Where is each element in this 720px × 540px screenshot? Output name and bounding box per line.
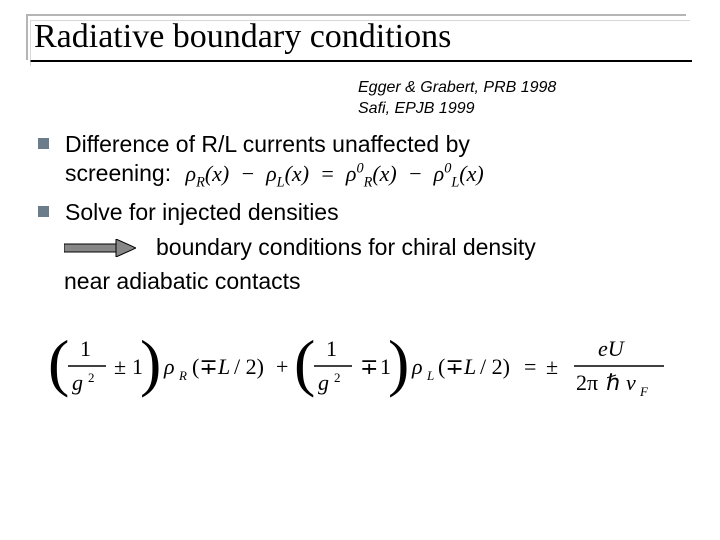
svg-text:ρ: ρ [163,354,175,379]
text-line: Difference of R/L currents unaffected by [65,131,470,157]
arrow-text: boundary conditions for chiral density [156,233,692,262]
svg-text:2π: 2π [576,370,598,395]
list-item: Solve for injected densities [38,198,692,227]
svg-text:F: F [639,384,649,399]
svg-text:v: v [626,370,636,395]
svg-text:(: ( [48,327,69,398]
arrow-row: boundary conditions for chiral density [64,233,692,262]
svg-text:/ 2): / 2) [480,354,510,379]
reference-line: Egger & Grabert, PRB 1998 [358,78,692,99]
svg-text:R: R [178,368,187,383]
list-item: Difference of R/L currents unaffected by… [38,130,692,192]
svg-text:2: 2 [334,370,341,385]
svg-text:g: g [72,370,83,395]
svg-text:1: 1 [80,336,91,361]
svg-text:(: ( [294,327,315,398]
svg-text:): ) [140,327,161,398]
svg-text:1: 1 [326,336,337,361]
svg-text:±: ± [546,354,558,379]
title-shadow-inner [30,20,690,66]
reference-line: Safi, EPJB 1999 [358,99,692,120]
svg-text:∓: ∓ [360,354,378,379]
content: Difference of R/L currents unaffected by… [28,130,692,417]
svg-text:=: = [524,354,536,379]
slide: Radiative boundary conditions Egger & Gr… [0,0,720,540]
arrow-icon [64,239,136,257]
svg-text:+: + [276,354,288,379]
bullet-continuation: near adiabatic contacts [64,267,692,296]
svg-text:2: 2 [88,370,95,385]
svg-text:ρ: ρ [411,354,423,379]
title-block: Radiative boundary conditions [28,16,692,64]
svg-text:(∓: (∓ [192,354,218,379]
svg-text:g: g [318,370,329,395]
bullet-text: Difference of R/L currents unaffected by… [65,130,692,192]
svg-text:/ 2): / 2) [234,354,264,379]
square-bullet-icon [38,206,49,217]
svg-text:ℏ: ℏ [606,370,620,395]
svg-text:L: L [217,354,230,379]
main-equation: ( 1 g 2 ± 1 ) ρ R (∓ L / 2) [28,322,692,417]
svg-text:(∓: (∓ [438,354,464,379]
text-line: screening: [65,160,171,186]
square-bullet-icon [38,138,49,149]
inline-equation: ρR(x) − ρL(x) = ρ0R(x) − ρ0L(x) [178,161,484,186]
svg-text:eU: eU [598,336,626,361]
svg-text:L: L [426,368,434,383]
references: Egger & Grabert, PRB 1998 Safi, EPJB 199… [358,78,692,120]
bullet-text: Solve for injected densities [65,198,692,227]
svg-text:L: L [463,354,476,379]
svg-text:): ) [388,327,409,398]
svg-text:±: ± [114,354,126,379]
